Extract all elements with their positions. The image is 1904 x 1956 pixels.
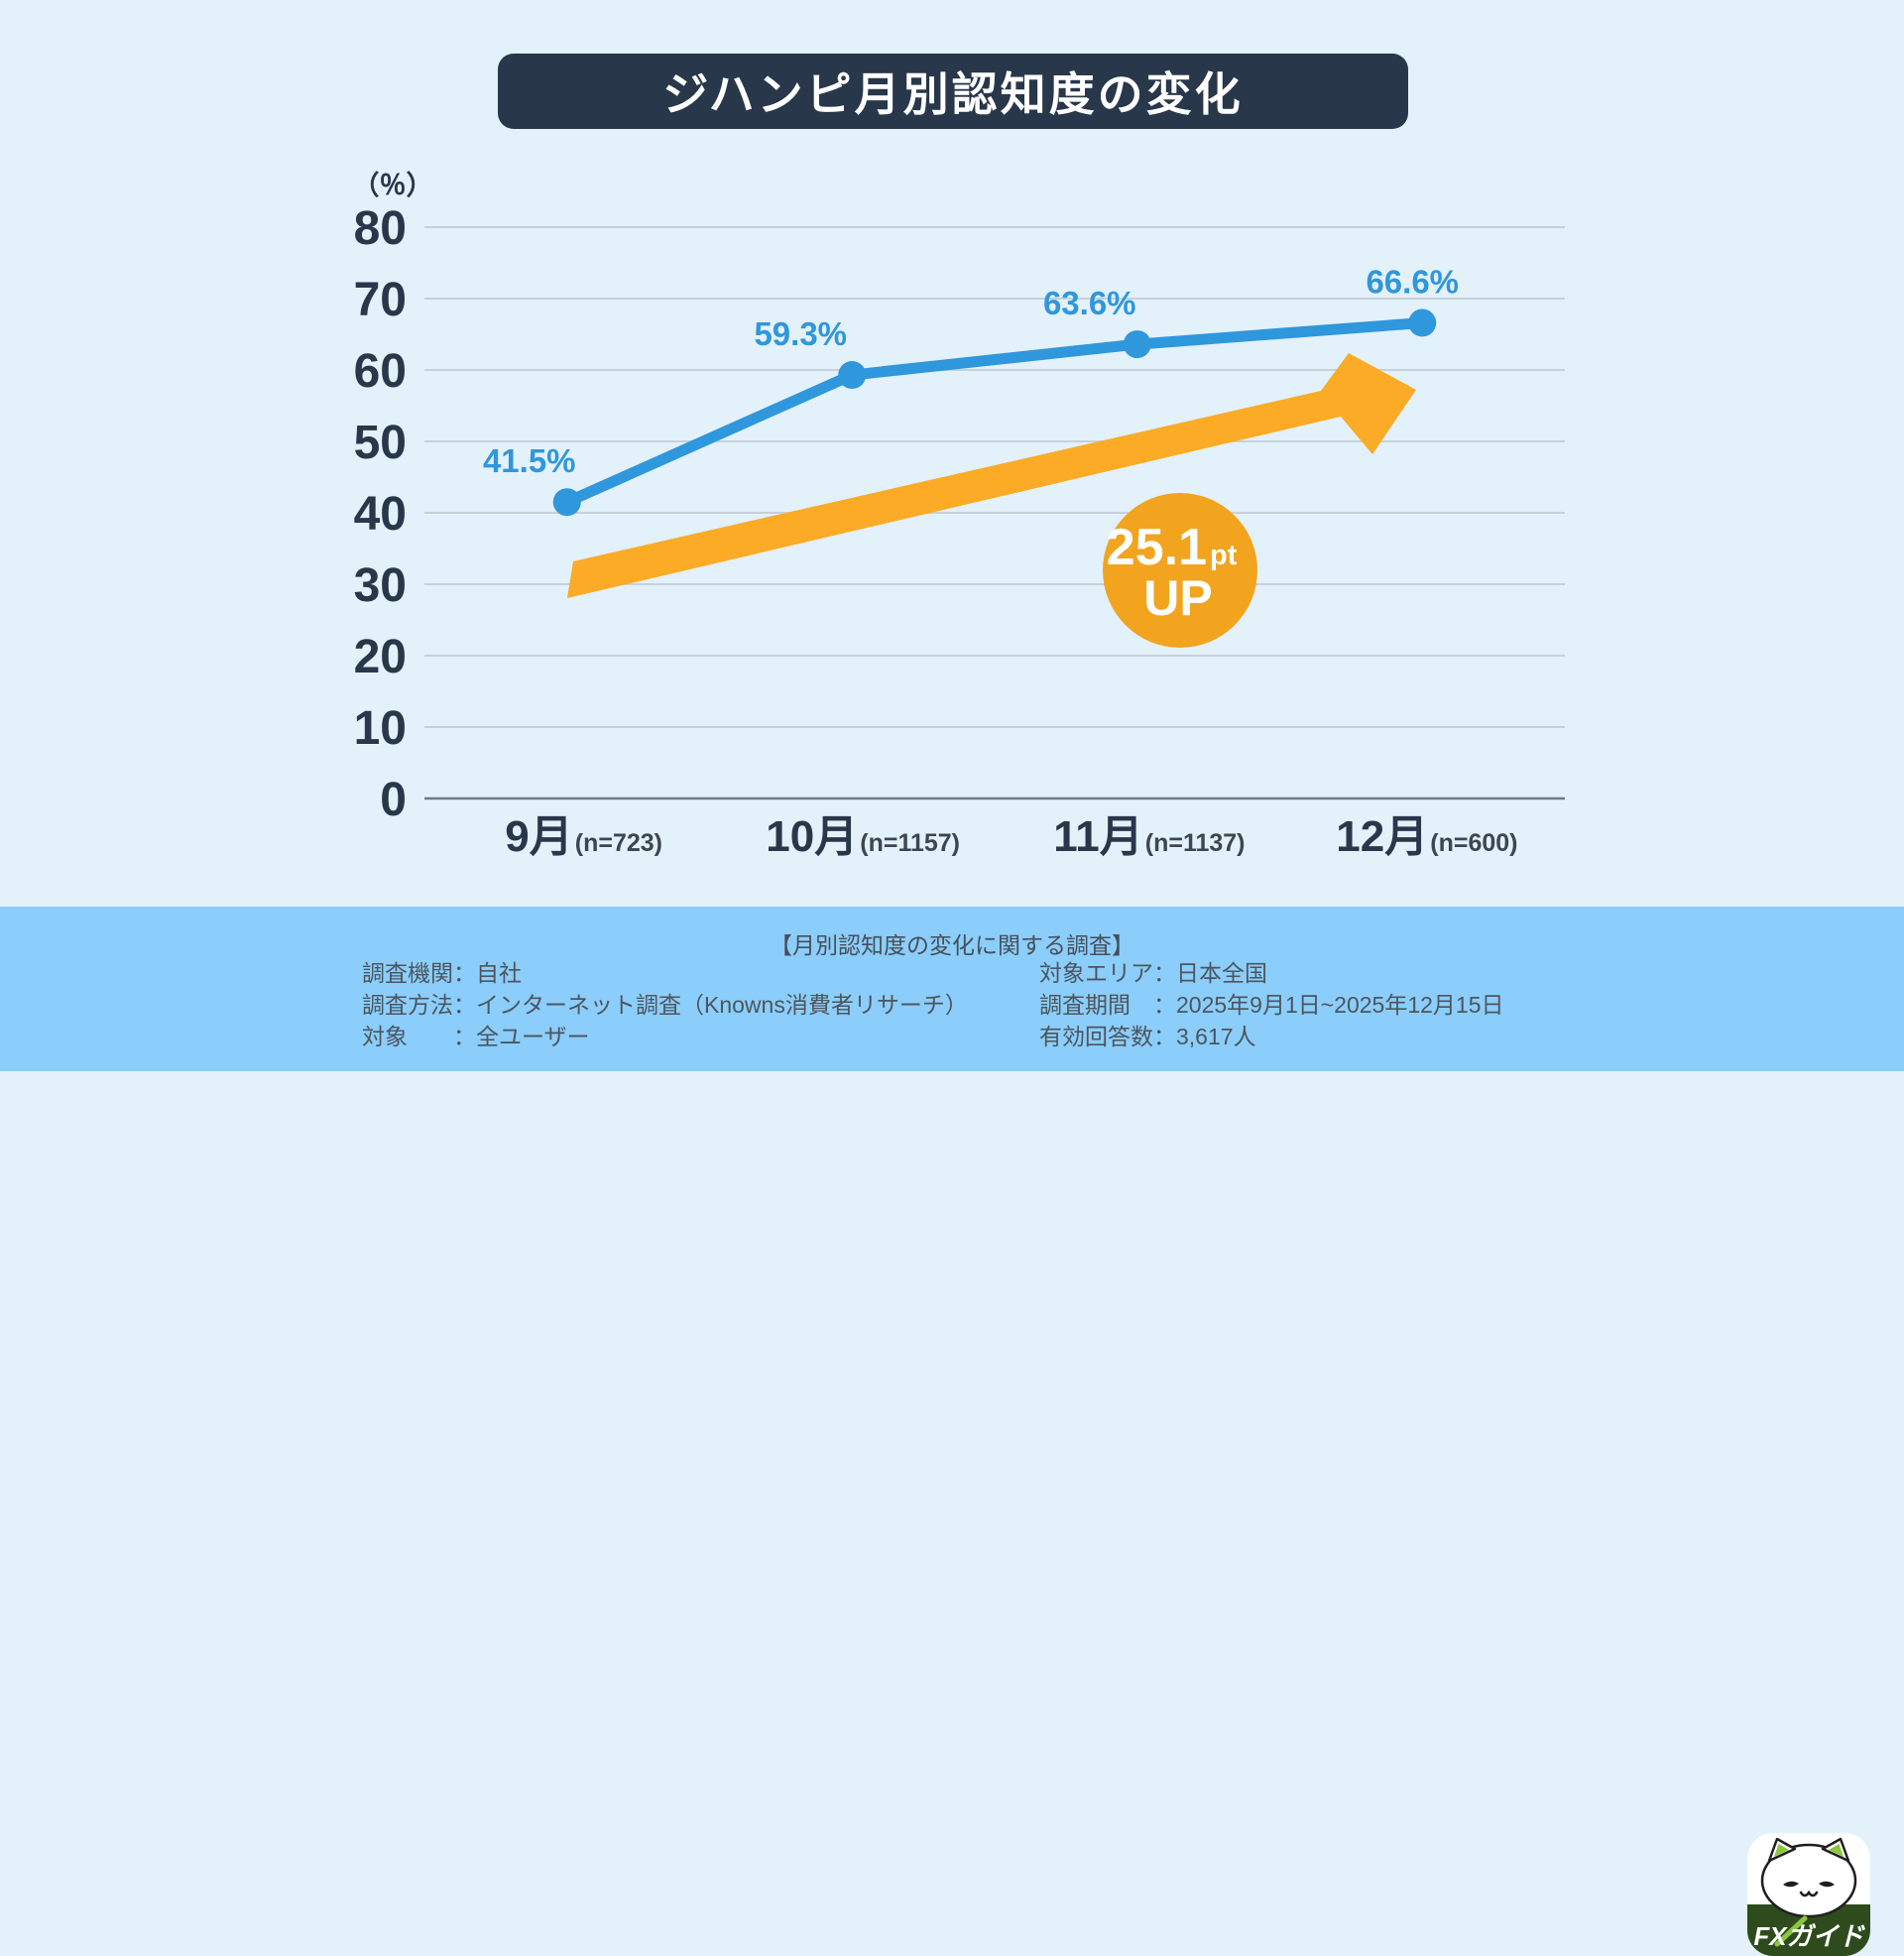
- survey-responses: 有効回答数：3,617人: [1039, 1024, 1256, 1049]
- chart-title-bar: ジハンピ月別認知度の変化: [498, 54, 1408, 129]
- survey-org: 調査機関：自社: [362, 960, 522, 986]
- sample-size-label: (n=1137): [1145, 829, 1246, 857]
- value-label: 41.5%: [483, 442, 576, 479]
- chart-title: ジハンピ月別認知度の変化: [662, 68, 1244, 120]
- y-tick-label: 20: [354, 631, 407, 683]
- growth-badge: [1103, 493, 1257, 648]
- value-label: 66.6%: [1366, 263, 1459, 300]
- fxguide-logo: FXガイド: [1747, 1833, 1870, 1956]
- y-axis-unit-label: （％）: [353, 171, 433, 200]
- data-point: [838, 361, 867, 390]
- logo-text: FXガイド: [1753, 1921, 1865, 1951]
- y-tick-label: 30: [354, 559, 407, 612]
- y-tick-label: 0: [380, 774, 407, 826]
- data-point: [552, 488, 581, 517]
- sample-size-label: (n=1157): [860, 829, 960, 857]
- x-axis-label: 12月: [1336, 812, 1428, 861]
- survey-area: 対象エリア：日本全国: [1039, 960, 1267, 986]
- badge-unit: pt: [1210, 540, 1238, 571]
- badge-word: UP: [1143, 570, 1212, 626]
- survey-heading: 【月別認知度の変化に関する調査】: [770, 932, 1134, 958]
- footer: 【月別認知度の変化に関する調査】 調査機関：自社 調査方法：インターネット調査（…: [0, 907, 1904, 1956]
- survey-period: 調査期間 ：2025年9月1日~2025年12月15日: [1039, 992, 1504, 1018]
- y-tick-label: 60: [354, 345, 407, 398]
- trend-line: [561, 316, 1428, 508]
- value-label: 59.3%: [754, 315, 847, 352]
- badge-value: 25.1: [1107, 519, 1207, 576]
- page: ジハンピ月別認知度の変化 0 10 20 30 40 50 60 70 80 （％） 41.5% 59…: [0, 54, 1904, 1956]
- y-tick-label: 40: [354, 488, 407, 541]
- sample-size-label: (n=600): [1430, 829, 1517, 857]
- x-axis-label: 11月: [1053, 812, 1143, 861]
- data-point: [1123, 330, 1151, 359]
- awareness-line-chart: 0 10 20 30 40 50 60 70 80（％） 41.5% 59.3% 63.6% 66.6%…: [353, 171, 1565, 861]
- x-axis-label: 10月: [766, 812, 858, 861]
- x-axis-label: 9月: [505, 812, 572, 861]
- y-tick-label: 10: [354, 702, 407, 755]
- data-point: [1408, 308, 1437, 337]
- y-tick-label: 70: [354, 274, 407, 326]
- y-tick-label: 50: [354, 417, 407, 469]
- y-tick-label: 80: [354, 202, 407, 255]
- growth-arrow-icon: [567, 353, 1416, 598]
- survey-target: 対象 ：全ユーザー: [362, 1024, 590, 1049]
- survey-details-right: 対象エリア：日本全国 調査期間 ：2025年9月1日~2025年12月15日 有…: [1039, 962, 1504, 1048]
- sample-size-label: (n=723): [575, 829, 662, 857]
- value-label: 63.6%: [1043, 285, 1136, 321]
- survey-details-left: 調査機関：自社 調査方法：インターネット調査（Knowns消費者リサーチ） 対象…: [362, 962, 968, 1048]
- survey-method: 調査方法：インターネット調査（Knowns消費者リサーチ）: [362, 992, 968, 1018]
